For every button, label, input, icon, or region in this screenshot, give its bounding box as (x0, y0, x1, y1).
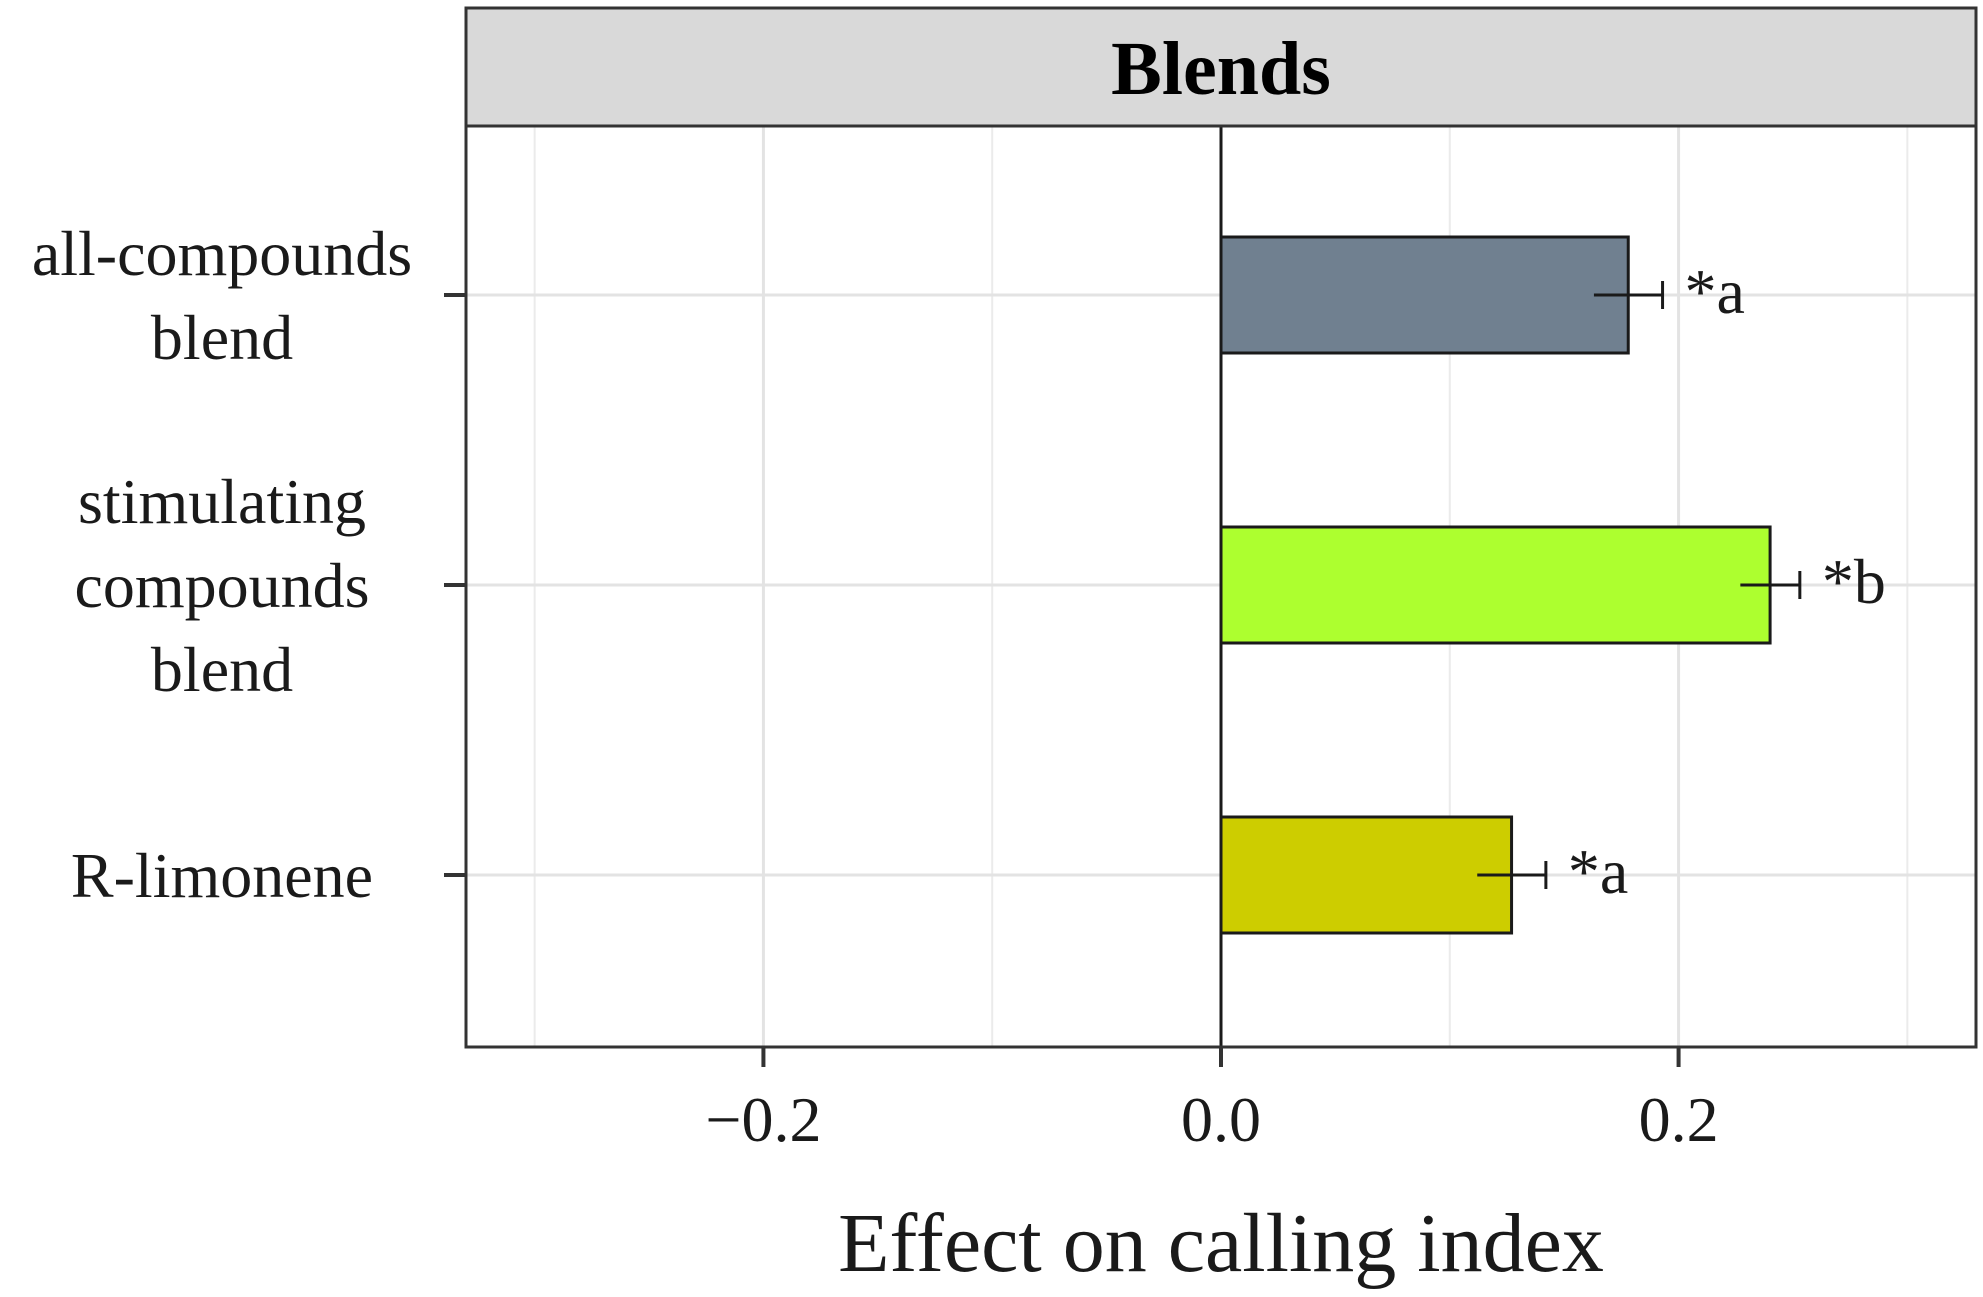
bar-marks: *a *b *a (1219, 235, 1886, 935)
bar (1219, 525, 1772, 645)
x-tick-label: 0.2 (1639, 1084, 1719, 1155)
facet-strip-title: Blends (1111, 27, 1331, 111)
x-axis: −0.2 0.0 0.2 (705, 1047, 1719, 1155)
category-label: all-compounds blend (32, 218, 412, 373)
significance-label: *b (1822, 546, 1886, 617)
x-axis-title: Effect on calling index (838, 1197, 1604, 1290)
bar (1219, 235, 1630, 355)
significance-label: *a (1685, 256, 1745, 327)
x-tick-label: −0.2 (705, 1084, 821, 1155)
y-axis: all-compounds blend stimulating compounds bl… (32, 218, 466, 911)
x-tick-label: 0.0 (1181, 1084, 1261, 1155)
significance-label: *a (1568, 836, 1628, 907)
category-label: stimulating compounds blend (74, 466, 369, 705)
bar (1219, 815, 1514, 935)
facet-strip (464, 6, 1978, 128)
category-label: R-limonene (71, 840, 373, 911)
